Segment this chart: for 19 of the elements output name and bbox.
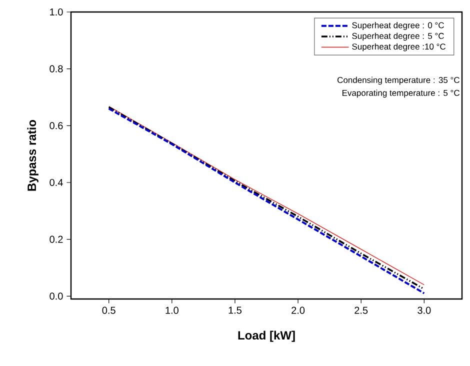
x-tick-label: 0.5 — [102, 306, 116, 314]
y-tick-label: 0.2 — [50, 236, 63, 243]
legend-label: Superheat degree :10 °C — [352, 43, 446, 52]
x-tick-label: 1.5 — [228, 306, 242, 314]
y-tick-label: 0.4 — [50, 178, 63, 186]
x-tick-label: 2.5 — [354, 306, 368, 314]
legend-label: Superheat degree : 5 °C — [352, 32, 444, 41]
y-tick-label: 0.6 — [50, 122, 63, 130]
y-axis-title: Bypass ratio — [27, 120, 38, 191]
y-tick-label: 1.0 — [50, 8, 63, 16]
annotation: Condensing temperature : 35 °C — [338, 76, 460, 85]
x-tick-label: 1.0 — [166, 306, 178, 314]
y-tick-label: 0.8 — [50, 65, 63, 72]
x-axis-title: Load [kW] — [238, 330, 295, 342]
annotation: Evaporating temperature : 5 °C — [342, 90, 460, 98]
x-tick-label: 2.0 — [292, 306, 305, 314]
x-tick-label: 3.0 — [418, 306, 431, 314]
y-tick-label: 0.0 — [50, 292, 63, 300]
legend-label: Superheat degree : 0 °C — [352, 22, 444, 30]
